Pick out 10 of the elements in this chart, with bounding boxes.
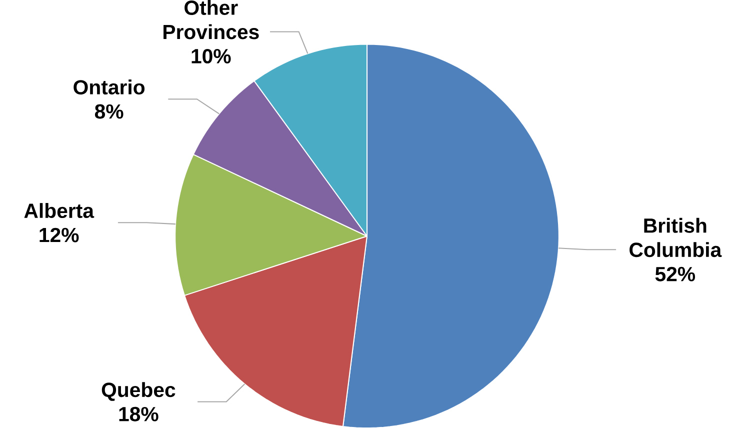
data-label: 12% (40, 228, 79, 242)
data-label: 52% (655, 267, 696, 282)
slice-label: Other Provinces (164, 0, 259, 40)
slice-label: Alberta (24, 203, 94, 218)
slice-label: Quebec (102, 382, 176, 402)
data-label: 10% (192, 49, 231, 64)
data-label: 8% (94, 104, 124, 119)
slice-label: British Columbia (630, 218, 722, 258)
slice-label: Ontario (74, 80, 145, 95)
data-label: 18% (119, 407, 158, 422)
